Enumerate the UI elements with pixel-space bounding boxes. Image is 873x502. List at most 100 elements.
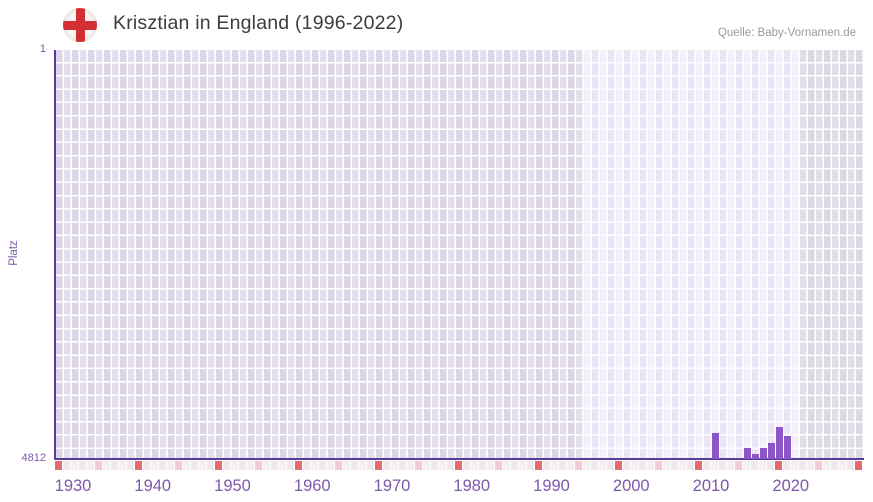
year-marker-cell (343, 461, 350, 470)
year-marker-cell (103, 461, 110, 470)
year-marker-cell (783, 461, 790, 470)
year-marker-cell (639, 461, 646, 470)
year-marker-cell (87, 461, 94, 470)
year-marker-cell (551, 461, 558, 470)
decade-marker-cell (455, 461, 462, 470)
england-flag-icon (63, 8, 97, 42)
year-marker-cell (647, 461, 654, 470)
year-marker-cell (191, 461, 198, 470)
year-marker-cell (575, 461, 582, 470)
year-marker-cell (439, 461, 446, 470)
year-marker-cell (823, 461, 830, 470)
year-marker-cell (79, 461, 86, 470)
year-marker-cell (199, 461, 206, 470)
decade-marker-cell (215, 461, 222, 470)
year-marker-cell (599, 461, 606, 470)
y-axis-title: Platz (8, 240, 20, 266)
year-marker-cell (583, 461, 590, 470)
x-axis-tick-2000: 2000 (612, 477, 650, 495)
year-marker-cell (463, 461, 470, 470)
year-marker-cell (175, 461, 182, 470)
x-axis-tick-2010: 2010 (692, 477, 730, 495)
x-axis-tick-1950: 1950 (214, 477, 251, 495)
year-marker-cell (743, 461, 750, 470)
year-marker-cell (223, 461, 230, 470)
decade-marker-cell (535, 461, 542, 470)
year-marker-cell (815, 461, 822, 470)
decade-marker-cell (135, 461, 142, 470)
year-marker-cell (423, 461, 430, 470)
year-marker-cell (719, 461, 726, 470)
year-marker-cell (759, 461, 766, 470)
year-marker-cell (687, 461, 694, 470)
year-marker-cell (663, 461, 670, 470)
year-marker-cell (207, 461, 214, 470)
y-axis-line (54, 50, 56, 460)
year-marker-cell (631, 461, 638, 470)
year-marker-cell (847, 461, 854, 470)
bar-2019 (768, 442, 775, 459)
year-marker-cell (239, 461, 246, 470)
y-axis-tick-bottom: 4812 (21, 452, 46, 464)
year-marker-cell (807, 461, 814, 470)
year-marker-cell (735, 461, 742, 470)
decade-marker-cell (615, 461, 622, 470)
decade-marker-cell (775, 461, 782, 470)
year-marker-cell (519, 461, 526, 470)
year-marker-cell (799, 461, 806, 470)
decade-marker-cell (55, 461, 62, 470)
x-axis-tick-1970: 1970 (373, 477, 411, 495)
grid-zone-data-period (584, 50, 800, 459)
year-marker-cell (791, 461, 798, 470)
decade-marker-cell (375, 461, 382, 470)
year-marker-cell (511, 461, 518, 470)
year-marker-cell (367, 461, 374, 470)
year-marker-cell (263, 461, 270, 470)
decade-marker-cell (295, 461, 302, 470)
flag-cross-vertical (76, 8, 85, 42)
year-marker-cell (311, 461, 318, 470)
year-marker-cell (831, 461, 838, 470)
year-marker-cell (119, 461, 126, 470)
year-marker-cell (391, 461, 398, 470)
year-marker-cell (567, 461, 574, 470)
year-marker-cell (479, 461, 486, 470)
year-marker-cell (95, 461, 102, 470)
year-marker-cell (359, 461, 366, 470)
year-marker-cell (487, 461, 494, 470)
chart-title: Krisztian in England (1996-2022) (113, 12, 404, 34)
year-marker-cell (655, 461, 662, 470)
year-marker-cell (503, 461, 510, 470)
year-marker-cell (559, 461, 566, 470)
bar-2020 (776, 426, 783, 459)
year-marker-cell (127, 461, 134, 470)
y-axis-tick-top: 1 (39, 43, 46, 55)
x-axis-tick-1930: 1930 (54, 477, 92, 495)
year-marker-cell (71, 461, 78, 470)
year-marker-cell (431, 461, 438, 470)
bar-2018 (760, 447, 767, 459)
year-marker-cell (727, 461, 734, 470)
x-axis-tick-1960: 1960 (293, 477, 331, 495)
year-marker-cell (607, 461, 614, 470)
year-marker-cell (679, 461, 686, 470)
x-axis-tick-1940: 1940 (134, 477, 172, 495)
x-axis-line (54, 458, 864, 460)
year-marker-cell (767, 461, 774, 470)
year-marker-cell (399, 461, 406, 470)
year-marker-cell (383, 461, 390, 470)
x-axis-tick-2020: 2020 (772, 477, 810, 495)
source-credit: Quelle: Baby-Vornamen.de (717, 27, 856, 39)
year-marker-cell (543, 461, 550, 470)
year-marker-cell (703, 461, 710, 470)
year-marker-cell (407, 461, 414, 470)
year-marker-cell (415, 461, 422, 470)
grid-zone-before-data (56, 50, 584, 459)
year-marker-cell (271, 461, 278, 470)
decade-marker-cell (695, 461, 702, 470)
grid-zone-after-data (800, 50, 864, 459)
year-marker-cell (711, 461, 718, 470)
year-marker-cell (319, 461, 326, 470)
year-marker-cell (247, 461, 254, 470)
year-marker-cell (287, 461, 294, 470)
